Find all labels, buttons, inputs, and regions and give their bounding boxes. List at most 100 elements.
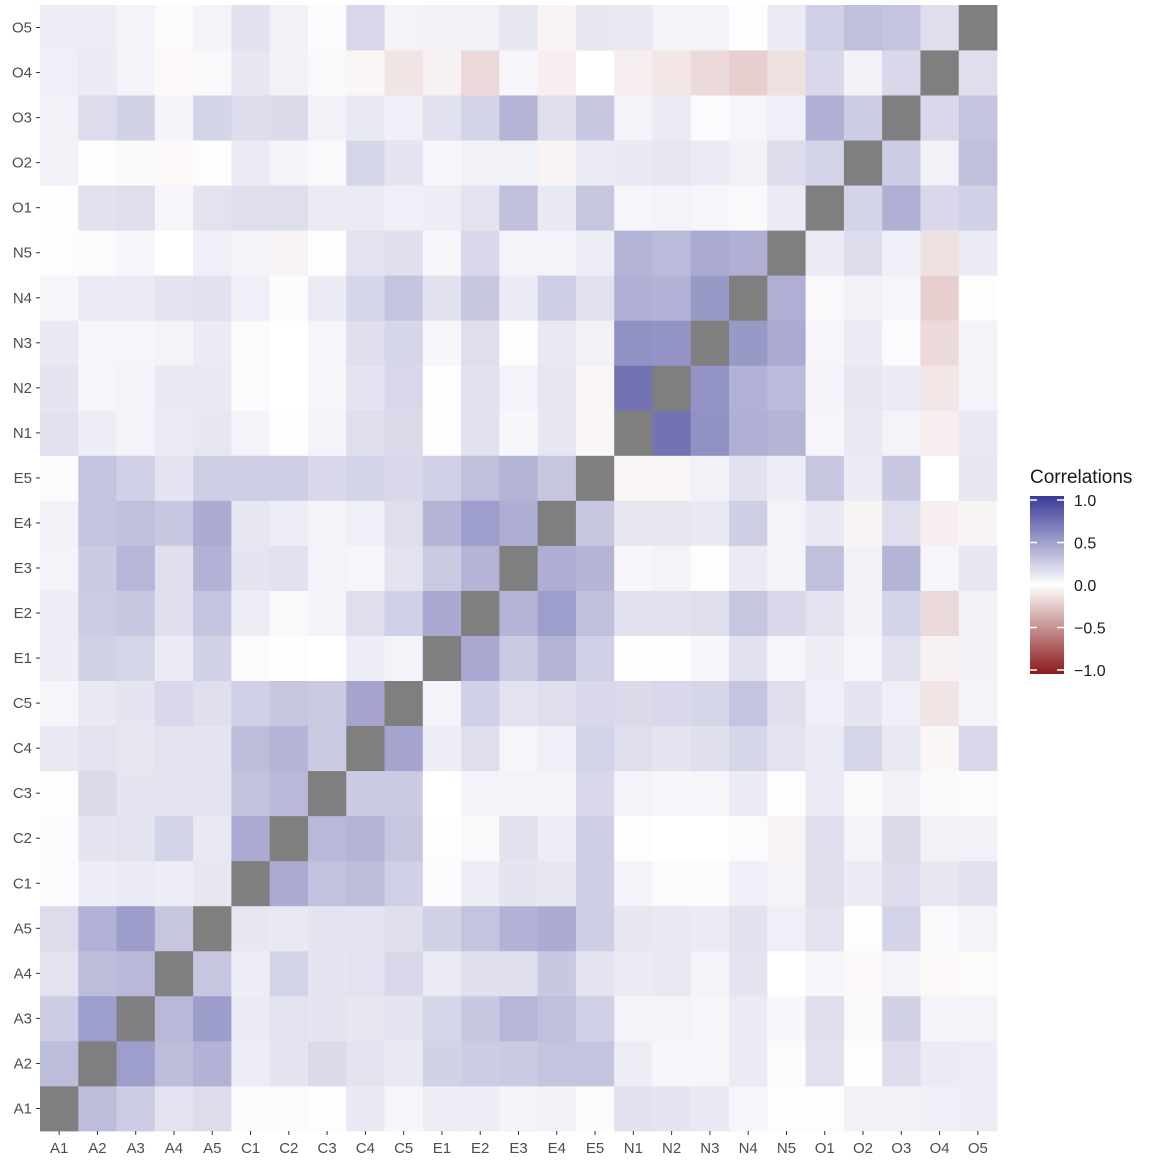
heatmap-cell-N2-E1	[652, 635, 692, 681]
heatmap-cell-N4-E3	[729, 545, 768, 591]
heatmap-cell-C2-A1	[269, 1085, 309, 1132]
heatmap-cell-N1-C3	[614, 770, 653, 817]
heatmap-cell-N5-A1	[767, 1085, 806, 1132]
heatmap-cell-N5-O4	[767, 50, 806, 96]
heatmap-cell-E4-N5	[537, 230, 577, 276]
heatmap-cell-N2-N2	[652, 365, 692, 411]
heatmap-cell-N5-C5	[767, 680, 806, 727]
heatmap-cell-O2-E1	[843, 635, 883, 681]
heatmap-cell-E3-C4	[499, 725, 539, 772]
heatmap-cell-N2-A4	[652, 950, 692, 997]
heatmap-cell-A5-A5	[193, 905, 232, 952]
heatmap-cell-A5-E3	[193, 545, 232, 591]
heatmap-cell-A5-O2	[193, 140, 232, 186]
y-tick-label-E4: E4	[14, 515, 32, 532]
heatmap-cell-E5-N5	[575, 230, 615, 276]
heatmap-cell-E5-C5	[575, 680, 615, 727]
heatmap-cell-N3-O5	[690, 5, 730, 51]
heatmap-cell-O3-E4	[882, 500, 921, 546]
heatmap-cell-O3-E2	[882, 590, 921, 636]
y-tick-label-N5: N5	[13, 245, 32, 262]
heatmap-cell-O2-A2	[843, 1040, 883, 1087]
heatmap-cell-E4-A5	[537, 905, 577, 952]
heatmap-cell-O2-N3	[843, 320, 883, 366]
heatmap-cell-C5-C1	[384, 860, 424, 907]
heatmap-cell-A1-A4	[40, 950, 79, 997]
heatmap-cell-A1-N3	[40, 320, 79, 366]
heatmap-cell-C3-A5	[307, 905, 347, 952]
heatmap-cell-N4-C3	[729, 770, 768, 817]
heatmap-cell-A5-N1	[193, 410, 232, 456]
heatmap-cell-O4-A4	[920, 950, 960, 997]
heatmap-cell-N4-A1	[729, 1085, 768, 1132]
heatmap-cell-A3-E4	[116, 500, 156, 546]
heatmap-cell-E5-A5	[575, 905, 615, 952]
heatmap-cell-C3-O3	[307, 95, 347, 141]
heatmap-cell-C2-N4	[269, 275, 309, 321]
heatmap-cell-N2-O2	[652, 140, 692, 186]
heatmap-cell-N2-C3	[652, 770, 692, 817]
heatmap-cell-N5-O3	[767, 95, 806, 141]
x-tick-label-O5: O5	[968, 1140, 988, 1157]
heatmap-cell-O4-N5	[920, 230, 960, 276]
heatmap-cell-O5-N2	[958, 365, 998, 411]
heatmap-cell-N3-O2	[690, 140, 730, 186]
heatmap-cell-O5-C3	[958, 770, 998, 817]
heatmap-cell-A3-N1	[116, 410, 156, 456]
heatmap-cell-O1-E2	[805, 590, 845, 636]
heatmap-cell-E3-N4	[499, 275, 539, 321]
heatmap-cell-O1-C1	[805, 860, 845, 907]
heatmap-cell-O3-C3	[882, 770, 921, 817]
heatmap-cell-N4-C2	[729, 815, 768, 862]
heatmap-cell-N5-E4	[767, 500, 806, 546]
heatmap-cell-E4-A4	[537, 950, 577, 997]
heatmap-cell-A3-C5	[116, 680, 156, 727]
heatmap-cell-O5-E3	[958, 545, 998, 591]
heatmap-cell-O1-O3	[805, 95, 845, 141]
heatmap-cell-E4-C3	[537, 770, 577, 817]
heatmap-cell-A3-E5	[116, 455, 156, 501]
heatmap-cell-A1-C5	[40, 680, 79, 727]
heatmap-cell-C4-E5	[346, 455, 385, 501]
heatmap-cell-E4-O4	[537, 50, 577, 96]
heatmap-cell-C5-C5	[384, 680, 424, 727]
heatmap-cell-C2-O3	[269, 95, 309, 141]
heatmap-cell-C1-E5	[231, 455, 271, 501]
heatmap-cell-C5-O5	[384, 5, 424, 51]
heatmap-cell-C2-N1	[269, 410, 309, 456]
heatmap-cell-C3-C1	[307, 860, 347, 907]
heatmap-cell-E1-C5	[422, 680, 462, 727]
x-tick-label-N1: N1	[624, 1140, 643, 1157]
heatmap-cell-C4-E3	[346, 545, 385, 591]
heatmap-cell-E3-E5	[499, 455, 539, 501]
heatmap-cell-A4-E1	[154, 635, 194, 681]
heatmap-cell-C4-O2	[346, 140, 385, 186]
legend-title: Correlations	[1030, 467, 1132, 488]
heatmap-cell-N5-E3	[767, 545, 806, 591]
heatmap-cell-E2-E4	[461, 500, 500, 546]
heatmap-cell-N3-E2	[690, 590, 730, 636]
heatmap-cell-O4-N3	[920, 320, 960, 366]
heatmap-cell-O1-A2	[805, 1040, 845, 1087]
heatmap-cell-E3-N1	[499, 410, 539, 456]
heatmap-cell-O4-O3	[920, 95, 960, 141]
heatmap-cell-C2-N5	[269, 230, 309, 276]
heatmap-cell-C5-N4	[384, 275, 424, 321]
heatmap-cell-E2-A5	[461, 905, 500, 952]
heatmap-cell-C1-C4	[231, 725, 271, 772]
heatmap-cell-O5-C4	[958, 725, 998, 772]
heatmap-cell-A4-O5	[154, 5, 194, 51]
heatmap-cell-O3-N5	[882, 230, 921, 276]
heatmap-cell-O1-O1	[805, 185, 845, 231]
heatmap-cell-O3-A2	[882, 1040, 921, 1087]
heatmap-cell-C1-O5	[231, 5, 271, 51]
x-tick-label-A2: A2	[88, 1140, 106, 1157]
heatmap-cell-C4-N2	[346, 365, 385, 411]
heatmap-cell-N4-O2	[729, 140, 768, 186]
heatmap-cell-C3-E4	[307, 500, 347, 546]
heatmap-cell-N5-N1	[767, 410, 806, 456]
heatmap-cell-O1-C5	[805, 680, 845, 727]
heatmap-cell-O4-E5	[920, 455, 960, 501]
heatmap-cell-O3-O3	[882, 95, 921, 141]
y-tick-label-C4: C4	[13, 740, 32, 757]
